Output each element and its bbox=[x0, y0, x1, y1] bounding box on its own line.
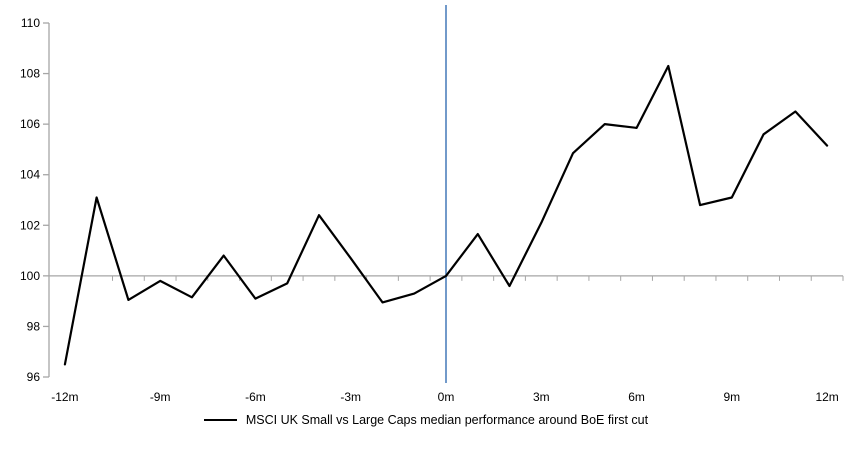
y-axis-label: 96 bbox=[27, 370, 41, 384]
y-axis-label: 102 bbox=[20, 218, 40, 232]
y-axis-label: 106 bbox=[20, 117, 40, 131]
y-axis-label: 110 bbox=[21, 16, 40, 30]
x-axis-label: 6m bbox=[628, 390, 645, 404]
x-axis-label: 3m bbox=[533, 390, 550, 404]
legend-line-swatch bbox=[203, 419, 237, 421]
data-line bbox=[63, 64, 829, 366]
x-axis-label: 12m bbox=[815, 390, 838, 404]
legend: MSCI UK Small vs Large Caps median perfo… bbox=[0, 413, 852, 427]
x-axis-label: -12m bbox=[51, 390, 78, 404]
x-axis-label: -9m bbox=[150, 390, 171, 404]
legend-label: MSCI UK Small vs Large Caps median perfo… bbox=[245, 413, 649, 427]
x-axis-label: -6m bbox=[245, 390, 266, 404]
y-axis-label: 100 bbox=[20, 269, 40, 283]
x-axis-label: 0m bbox=[438, 390, 455, 404]
x-axis-label: 9m bbox=[724, 390, 741, 404]
y-axis-label: 104 bbox=[20, 168, 40, 182]
x-axis-label: -3m bbox=[340, 390, 361, 404]
y-axis-label: 108 bbox=[20, 67, 40, 81]
y-axis-label: 98 bbox=[27, 319, 41, 333]
